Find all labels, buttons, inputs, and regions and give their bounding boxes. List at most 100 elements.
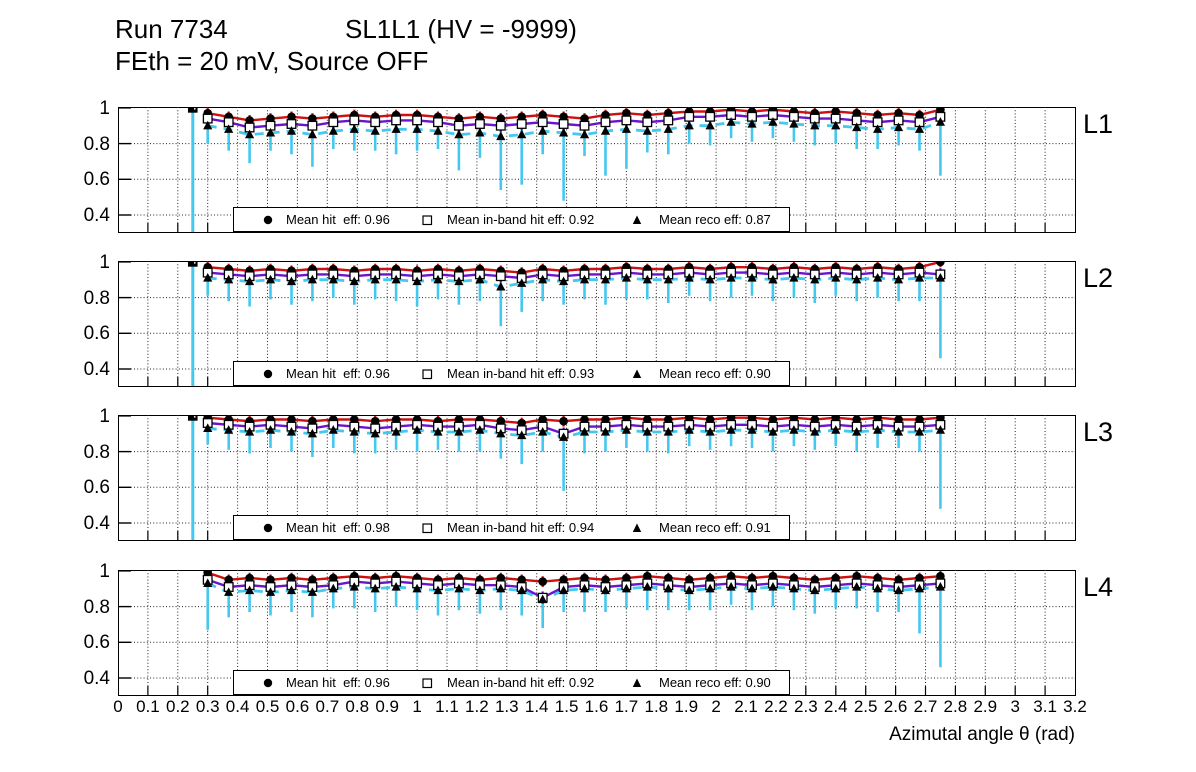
outlier-marker [187, 261, 198, 267]
reco-marker [810, 274, 820, 284]
reco-marker [286, 276, 297, 286]
legend-L3: Mean hit eff: 0.98 Mean in-band hit eff:… [233, 515, 790, 540]
inband-marker [433, 117, 443, 128]
reco-marker [454, 276, 464, 286]
reco-marker [789, 118, 799, 128]
reco-marker [475, 425, 485, 434]
reco-marker [726, 117, 736, 126]
reco-legend-icon [632, 369, 642, 378]
y-tick-label: 1 [99, 405, 110, 427]
panel-label-L2: L2 [1083, 263, 1114, 293]
reco-marker [914, 124, 925, 133]
hit-marker [559, 416, 568, 426]
reco-marker [621, 272, 632, 282]
x-tick-label: 0.7 [315, 697, 340, 716]
reco-marker [600, 426, 611, 436]
reco-marker [265, 274, 276, 284]
reco-marker [307, 587, 317, 596]
reco-marker [370, 583, 380, 593]
reco-marker [873, 425, 883, 434]
x-tick-label: 2.4 [823, 697, 848, 716]
x-tick-label: 0.6 [285, 697, 310, 716]
hit-marker [664, 415, 673, 424]
outlier-marker [187, 415, 198, 421]
reco-marker [810, 120, 820, 130]
hit-marker [643, 571, 652, 581]
reco-marker [538, 126, 548, 135]
x-tick-label: 0.4 [225, 697, 250, 716]
x-tick-label: 0 [113, 697, 123, 716]
reco-marker [454, 426, 464, 436]
reco-marker [391, 581, 401, 591]
reco-marker [203, 423, 213, 432]
reco-marker [286, 126, 297, 135]
hit-marker [559, 575, 568, 585]
reco-marker [517, 430, 527, 440]
reco-marker [517, 585, 527, 595]
reco-marker [789, 272, 799, 282]
hit-marker [266, 575, 275, 585]
x-tick-label: 1.6 [584, 697, 609, 716]
inband-marker [684, 111, 695, 122]
hit-marker [454, 415, 464, 424]
reco-marker [642, 426, 652, 436]
hit-marker [936, 261, 945, 267]
hit-legend-icon [263, 369, 273, 379]
reco-marker [726, 272, 736, 282]
inband-legend-label: Mean in-band hit eff: 0.93 [447, 366, 595, 381]
reco-marker [349, 124, 359, 133]
hit-marker [538, 577, 547, 586]
reco-marker [349, 581, 359, 591]
reco-marker [224, 274, 234, 284]
reco-legend-icon [632, 678, 642, 687]
hit-legend-label: Mean hit eff: 0.98 [286, 520, 390, 535]
reco-marker [768, 274, 778, 284]
x-tick-label: 2.2 [764, 697, 788, 716]
reco-marker [412, 276, 422, 286]
x-tick-label: 2.1 [734, 697, 758, 716]
x-tick-label: 1.1 [435, 697, 459, 716]
reco-marker [789, 583, 799, 593]
inband-marker [600, 117, 611, 128]
hit-marker [308, 575, 317, 585]
inband-marker [579, 120, 590, 131]
hit-marker [915, 110, 924, 120]
reco-marker [852, 122, 862, 132]
hit-marker [287, 112, 296, 122]
hit-marker [622, 573, 631, 583]
legend-L4: Mean hit eff: 0.96 Mean in-band hit eff:… [233, 670, 790, 695]
reco-marker [349, 276, 359, 286]
reco-marker [559, 276, 569, 286]
hit-marker [726, 571, 736, 581]
inband-legend-icon [422, 523, 433, 534]
hit-marker [580, 415, 589, 424]
x-tick-label: 3.1 [1033, 697, 1057, 716]
inband-legend-icon [422, 369, 433, 380]
hit-marker [852, 571, 861, 581]
inband-marker [516, 119, 527, 129]
reco-marker [286, 585, 297, 595]
reco-marker [517, 278, 527, 287]
inband-marker [328, 117, 339, 128]
inband-legend-label: Mean in-band hit eff: 0.92 [447, 212, 595, 227]
condition-title: FEth = 20 mV, Source OFF [115, 46, 429, 76]
reco-marker [475, 585, 485, 595]
reco-marker [559, 432, 569, 441]
hit-marker [370, 416, 380, 426]
x-tick-label: 1.8 [644, 697, 669, 716]
hit-marker [894, 415, 903, 424]
reco-marker [747, 272, 757, 282]
inband-marker [370, 117, 381, 128]
reco-marker [768, 581, 778, 591]
reco-marker [831, 583, 841, 593]
hit-marker [768, 571, 778, 581]
reco-marker [496, 583, 506, 593]
x-tick-label: 1 [412, 697, 422, 716]
reco-marker [642, 581, 652, 591]
hit-marker [894, 108, 903, 118]
hit-marker [852, 108, 861, 118]
x-tick-label: 3 [1010, 697, 1020, 716]
y-tick-label: 0.6 [83, 323, 110, 345]
reco-marker [789, 425, 799, 434]
reco-marker [454, 583, 464, 593]
